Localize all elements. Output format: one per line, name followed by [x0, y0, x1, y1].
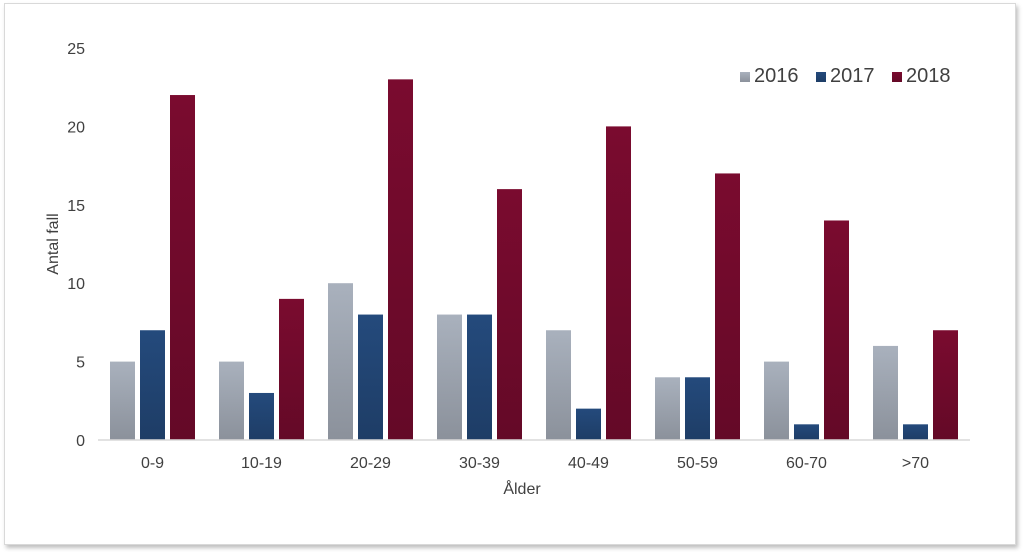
bar-2018-50-59 [715, 173, 740, 440]
bar-2017-0-9 [140, 330, 165, 440]
y-tick-label: 20 [67, 119, 85, 136]
y-tick-label: 0 [76, 433, 85, 450]
bar-2018-20-29 [388, 79, 413, 441]
bar-2017-10-19 [249, 392, 274, 440]
bar-2017-30-39 [467, 314, 492, 440]
bar-2018-60-70 [824, 220, 849, 440]
legend: 2016 2017 2018 [740, 65, 951, 87]
legend-swatch-2016 [740, 72, 750, 82]
bar-2016-30-39 [437, 314, 462, 440]
bar-2016-20-29 [328, 283, 353, 440]
bar-2016-40-49 [546, 330, 571, 440]
bar-2018-40-49 [606, 126, 631, 441]
legend-label-2018: 2018 [906, 65, 951, 87]
x-tick-label: 30-39 [459, 455, 500, 472]
bar-2017->70 [903, 424, 928, 440]
bar-2016->70 [873, 345, 898, 440]
y-tick-label: 10 [67, 276, 85, 293]
bar-2016-50-59 [655, 377, 680, 440]
bar-2018-30-39 [497, 189, 522, 440]
legend-label-2016: 2016 [754, 65, 799, 87]
x-tick-label: 40-49 [568, 455, 609, 472]
x-axis-ticks: 0-9 10-19 20-29 30-39 40-49 50-59 60-70 >70 [141, 455, 929, 472]
x-tick-label: 50-59 [677, 455, 718, 472]
bar-2016-60-70 [764, 361, 789, 440]
legend-swatch-2017 [816, 72, 826, 82]
y-axis-title: Antal fall [45, 213, 62, 274]
legend-label-2017: 2017 [830, 65, 875, 87]
bar-2017-20-29 [358, 314, 383, 440]
bar-2016-0-9 [110, 361, 135, 440]
x-tick-label: 60-70 [786, 455, 827, 472]
bar-2016-10-19 [219, 361, 244, 440]
bar-2017-60-70 [794, 424, 819, 440]
bar-2017-40-49 [576, 408, 601, 440]
bar-2018-10-19 [279, 298, 304, 440]
bar-2018->70 [933, 330, 958, 440]
legend-swatch-2018 [892, 72, 902, 82]
x-tick-label: 20-29 [350, 455, 391, 472]
y-tick-label: 25 [67, 41, 85, 58]
bar-2018-0-9 [170, 95, 195, 440]
x-tick-label: 10-19 [241, 455, 282, 472]
y-tick-label: 5 [76, 355, 85, 372]
bars [110, 79, 958, 441]
x-tick-label: >70 [902, 455, 929, 472]
x-tick-label: 0-9 [141, 455, 164, 472]
bar-2017-50-59 [685, 377, 710, 440]
x-axis-title: Ålder [503, 479, 541, 498]
y-axis-ticks: 0 5 10 15 20 25 [67, 41, 85, 450]
y-tick-label: 15 [67, 198, 85, 215]
